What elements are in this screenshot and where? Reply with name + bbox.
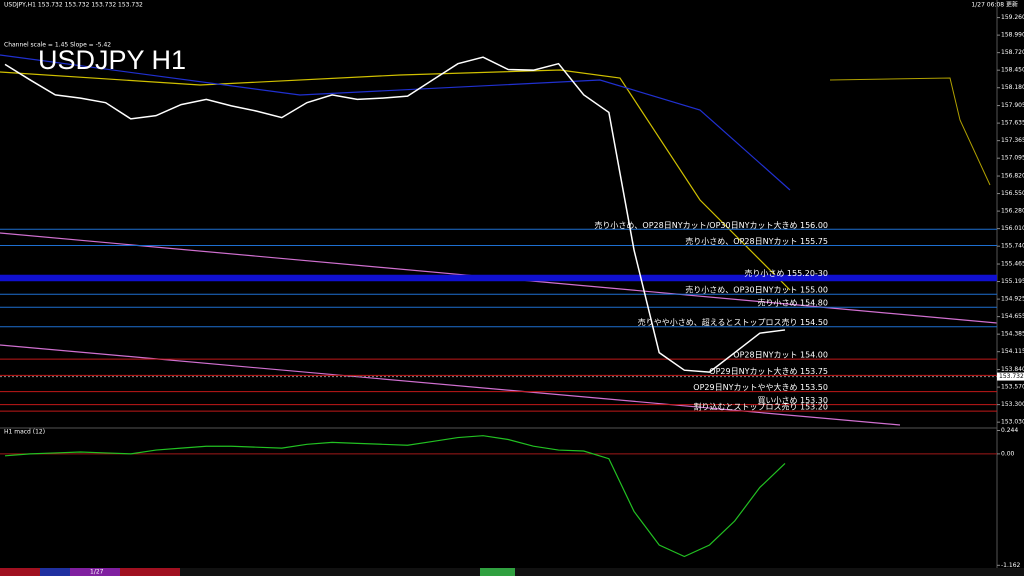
- timestamp: 1/27 06:08 更新: [971, 1, 1018, 9]
- price-line: [4, 56, 786, 373]
- y-tick-label: 157.635: [1001, 120, 1024, 127]
- moving-average: [0, 54, 791, 191]
- bar-block: [480, 568, 515, 576]
- y-tick-label: 156.280: [1001, 208, 1024, 215]
- level-label: OP28日NYカット 154.00: [733, 351, 828, 360]
- y-tick-label: 159.260: [1001, 14, 1024, 21]
- y-tick-label: 156.010: [1001, 225, 1024, 232]
- y-tick-label: 155.740: [1001, 243, 1024, 250]
- y-tick-label: 157.095: [1001, 155, 1024, 162]
- bar-block: [0, 568, 40, 576]
- macd-title: H1 macd (12): [4, 429, 45, 436]
- y-tick-label: 155.195: [1001, 278, 1024, 285]
- y-tick-label: 153.300: [1001, 401, 1024, 408]
- level-label: 売り小さめ、OP30日NYカット 155.00: [685, 285, 828, 295]
- y-tick-label: 153.840: [1001, 366, 1024, 373]
- current-price-box: [997, 372, 1024, 381]
- y-tick-label: 154.925: [1001, 296, 1024, 303]
- level-label: 売り小さめ 154.80: [757, 298, 828, 308]
- level-label: 売り小さめ、OP28日NYカット 155.75: [685, 236, 828, 246]
- macd-tick-label: -1.162: [1001, 562, 1021, 569]
- level-label: 売りやや小さめ、超えるとストップロス売り 154.50: [638, 317, 828, 327]
- y-tick-label: 156.550: [1001, 190, 1024, 197]
- macd-line: [4, 435, 786, 558]
- current-price-label: 153.732: [999, 373, 1024, 380]
- level-label: 売り小さめ、OP28日NYカット/OP30日NYカット大きめ 156.00: [594, 220, 828, 230]
- bar-block: [40, 568, 70, 576]
- y-tick-label: 156.820: [1001, 173, 1024, 180]
- chart-title: USDJPY H1: [38, 45, 186, 75]
- macd-tick-label: 0.244: [1001, 427, 1018, 434]
- level-label: OP29日NYカットやや大きめ 153.50: [693, 382, 828, 392]
- y-tick-label: 157.905: [1001, 102, 1024, 109]
- moving-average: [0, 69, 791, 291]
- y-tick-label: 155.465: [1001, 261, 1024, 268]
- y-tick-label: 154.385: [1001, 331, 1024, 338]
- y-tick-label: 153.030: [1001, 419, 1024, 426]
- level-label: 売り小さめ 155.20-30: [744, 268, 828, 278]
- level-label: 割り込むとストップロス売り 153.20: [693, 402, 828, 412]
- macd-tick-label: 0.00: [1001, 450, 1015, 457]
- y-tick-label: 154.115: [1001, 348, 1024, 355]
- span-line: [829, 77, 991, 186]
- y-tick-label: 158.720: [1001, 49, 1024, 56]
- y-tick-label: 158.990: [1001, 32, 1024, 39]
- y-tick-label: 153.570: [1001, 384, 1024, 391]
- date-label: 1/27: [90, 569, 104, 576]
- bar-block: [120, 568, 180, 576]
- y-tick-label: 154.655: [1001, 313, 1024, 320]
- level-label: 買い小さめ 153.30: [757, 396, 828, 405]
- y-tick-label: 158.450: [1001, 67, 1024, 74]
- trend-line: [0, 344, 901, 426]
- header: USDJPY,H1 153.732 153.732 153.732 153.73…: [4, 2, 143, 9]
- y-tick-label: 157.365: [1001, 137, 1024, 144]
- level-label: OP29日NYカット大きめ 153.75: [709, 366, 828, 376]
- bar-block: [70, 568, 120, 576]
- channel-note: Channel scale = 1.45 Slope = -5.42: [4, 42, 111, 49]
- level-band: [0, 274, 997, 282]
- y-tick-label: 158.180: [1001, 84, 1024, 91]
